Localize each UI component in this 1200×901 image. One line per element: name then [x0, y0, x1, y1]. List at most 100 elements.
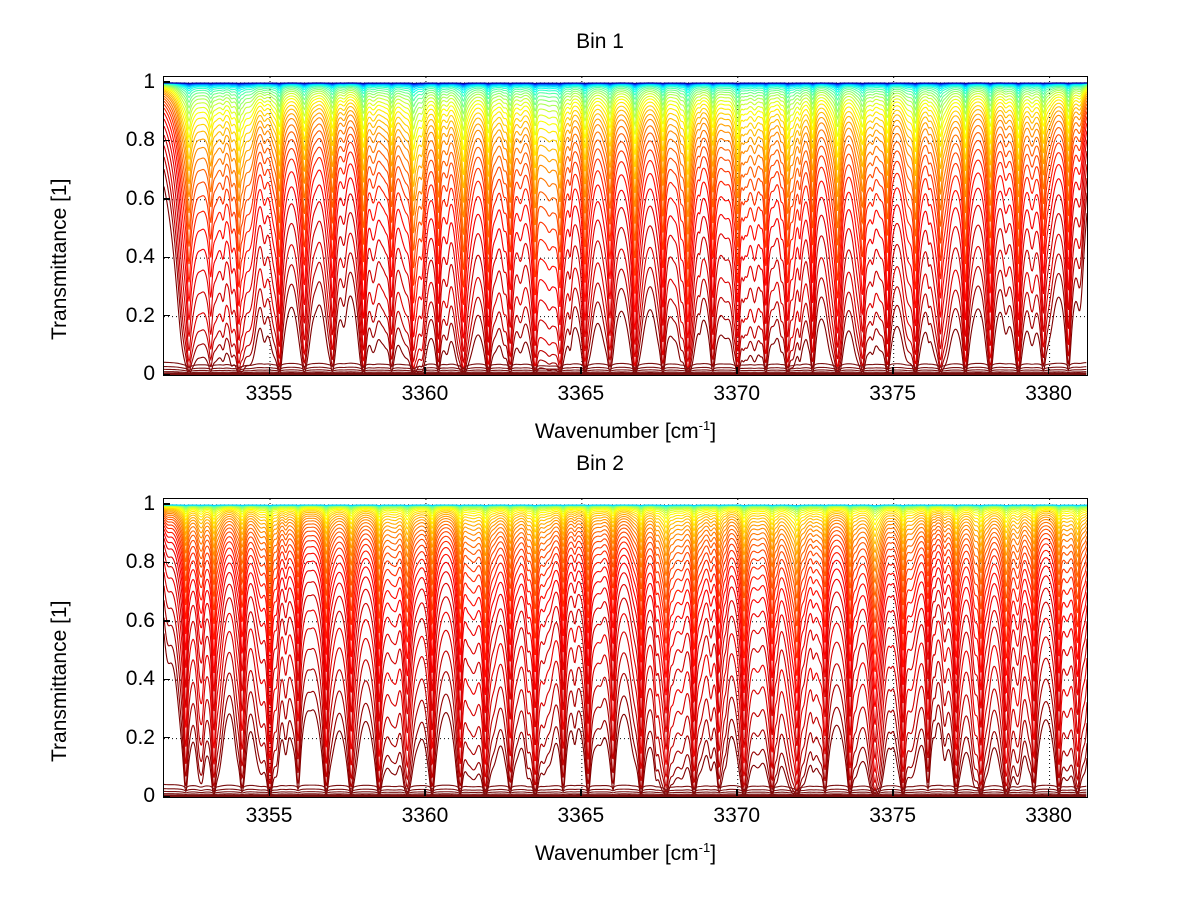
x-tick-mark — [424, 367, 426, 374]
spectrum-curve — [164, 186, 1087, 375]
spectrum-curve — [164, 87, 1087, 152]
y-tick-label: 0.4 — [125, 667, 155, 691]
x-tick-label: 3355 — [245, 804, 293, 827]
x-tick-mark — [1048, 367, 1050, 374]
spectrum-curve — [164, 118, 1087, 339]
spectrum-curve — [164, 783, 1087, 792]
y-tick-mark — [163, 81, 170, 83]
spectrum-curve — [164, 90, 1087, 189]
spectrum-curve — [164, 125, 1087, 352]
spectrum-curve — [164, 372, 1087, 375]
y-tick-mark — [163, 256, 170, 259]
spectrum-curve — [164, 561, 1087, 777]
spectrum-curve — [164, 368, 1087, 373]
spectrum-curve — [164, 544, 1087, 746]
spectrum-curve — [164, 93, 1087, 218]
x-tick-mark — [1048, 789, 1050, 796]
spectrum-curve — [164, 103, 1087, 288]
x-tick-label: 3355 — [245, 382, 293, 405]
spectrum-curve — [164, 528, 1087, 694]
spectrum-curve — [164, 89, 1087, 175]
x-axis-label-tail: ] — [710, 842, 717, 865]
plot-title-bin-2: Bin 2 — [576, 452, 624, 475]
x-tick-mark — [736, 789, 738, 796]
spectrum-curve — [164, 513, 1087, 599]
x-tick-label: 3370 — [713, 382, 761, 405]
spectrum-curve — [164, 86, 1087, 141]
axes-bin-2 — [163, 498, 1088, 798]
spectrum-curve — [164, 85, 1087, 132]
spectrum-curve — [164, 506, 1087, 533]
y-tick-label: 1 — [143, 491, 155, 515]
spectrum-curve — [164, 371, 1087, 374]
x-tick-label: 3380 — [1025, 804, 1072, 827]
spectrum-curve — [164, 134, 1087, 364]
x-tick-label: 3360 — [401, 382, 449, 405]
y-axis-label-bin-2: Transmittance [1] — [48, 600, 71, 762]
spectrum-curve — [164, 507, 1087, 539]
x-tick-mark — [424, 789, 426, 796]
x-axis-label-tail: ] — [710, 420, 717, 443]
spectrum-curve — [164, 794, 1087, 797]
y-tick-label: 0.8 — [125, 128, 155, 152]
spectrum-curve — [164, 508, 1087, 556]
spectrum-curve — [164, 512, 1087, 586]
spectrum-curve — [164, 572, 1087, 786]
y-tick-mark — [163, 503, 170, 505]
y-tick-mark — [163, 315, 170, 317]
subplot-bin-1: Bin 1 0 0.2 0.4 0.6 0.8 1 3355 3360 3365 3370 337… — [0, 0, 1200, 450]
x-tick-mark — [892, 367, 894, 374]
spectrum-curve — [164, 538, 1087, 729]
spectrum-curve — [164, 519, 1087, 643]
spectrum-curve — [164, 504, 1087, 507]
spectrum-curve — [164, 107, 1087, 305]
plot-title-bin-1: Bin 1 — [576, 30, 624, 53]
x-tick-label: 3360 — [401, 804, 449, 827]
subplot-bin-2: Bin 2 0 0.2 0.4 0.6 0.8 1 3355 3360 3365 3370 337… — [0, 450, 1200, 901]
y-tick-label: 0 — [143, 784, 155, 807]
x-tick-label: 3365 — [557, 804, 605, 827]
y-tick-mark — [163, 139, 170, 142]
x-tick-label: 3375 — [869, 804, 917, 827]
x-tick-mark — [580, 789, 582, 796]
spectrum-curve — [164, 95, 1087, 235]
spectrum-curve — [164, 552, 1087, 762]
y-tick-mark — [163, 561, 170, 564]
y-tick-label: 0.8 — [125, 550, 155, 574]
y-tick-mark — [163, 373, 170, 375]
spectrum-curve — [164, 84, 1087, 123]
spectrum-curve — [164, 505, 1087, 518]
spectrum-curve — [164, 112, 1087, 323]
x-tick-mark — [892, 789, 894, 796]
spectrum-curve — [164, 361, 1087, 370]
spectrum-curve — [164, 83, 1087, 103]
spectrum-curve — [164, 633, 1087, 797]
x-axis-label-base: Wavenumber [cm — [534, 420, 699, 443]
y-tick-label: 0.6 — [125, 186, 155, 210]
x-axis-label-superscript: -1 — [698, 840, 711, 855]
spectrum-curve — [164, 83, 1087, 109]
spectrum-curve — [164, 515, 1087, 612]
y-tick-mark — [163, 795, 170, 797]
spectrum-curve — [164, 522, 1087, 659]
spectrum-curve — [164, 91, 1087, 203]
spectrum-curve — [164, 82, 1087, 94]
spectrum-curve — [164, 82, 1087, 84]
spectrum-curve — [164, 617, 1087, 797]
y-tick-label: 0.4 — [125, 245, 155, 269]
spectrum-curve — [164, 517, 1087, 627]
spectrum-curve — [164, 156, 1087, 374]
x-axis-label-superscript: -1 — [698, 418, 711, 433]
y-tick-label: 0.2 — [125, 725, 155, 749]
x-tick-label: 3375 — [869, 382, 917, 405]
spectrum-curve — [164, 600, 1087, 796]
axes-bin-1 — [163, 76, 1088, 376]
spectrum-curve — [164, 365, 1087, 372]
spectrum-curve — [164, 533, 1087, 711]
saturated-curves — [164, 783, 1087, 797]
saturated-curves — [164, 361, 1087, 375]
x-tick-mark — [268, 789, 270, 796]
x-tick-mark — [736, 367, 738, 374]
spectrum-curve — [164, 525, 1087, 676]
